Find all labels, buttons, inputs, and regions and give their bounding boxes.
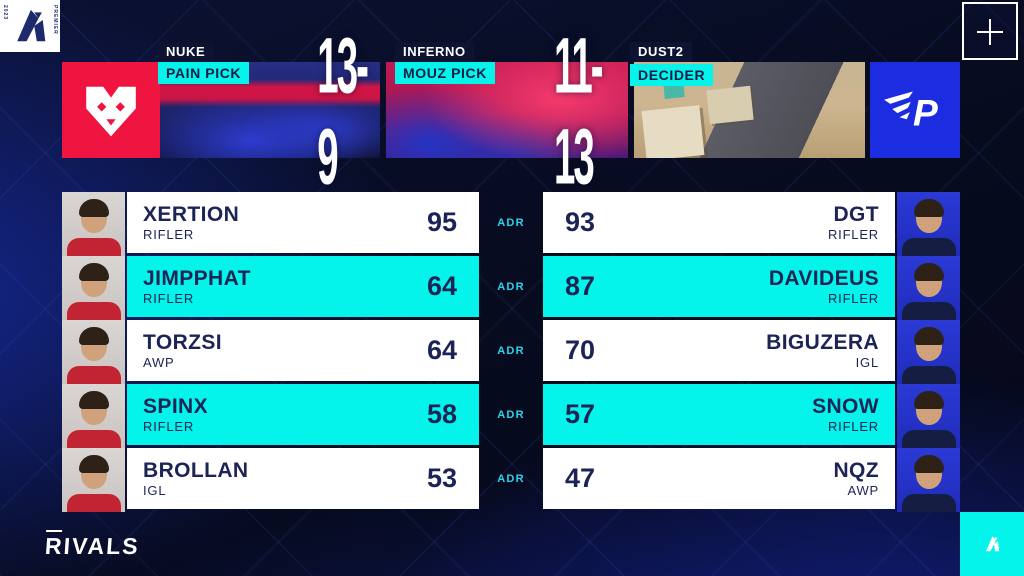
avatar [901,366,956,384]
player-row: XERTION RIFLER 95 [127,192,479,253]
player-role: RIFLER [827,290,879,306]
player-name: DAVIDEUS [768,266,879,290]
player-name: TORZSI [143,330,223,354]
player-name: JIMPPHAT [143,266,251,290]
player-row: SPINX RIFLER 58 [127,384,479,445]
plus-icon [989,19,991,45]
player-adr-value: 58 [426,399,457,429]
player-name: BIGUZERA [766,330,879,354]
player-adr-value: 47 [565,463,596,493]
player-name: BROLLAN [143,458,249,482]
player-adr-value: 70 [565,335,596,365]
player-adr-value: 93 [565,207,596,237]
player-role: AWP [847,482,879,498]
player-photo-right [897,320,960,384]
player-row: BROLLAN IGL 53 [127,448,479,509]
player-row: 87 DAVIDEUS RIFLER [543,256,895,317]
player-name: SNOW [812,394,879,418]
avatar [913,455,944,473]
pain-logo-icon: P [884,91,938,133]
player-row: 93 DGT RIFLER [543,192,895,253]
player-role: RIFLER [143,290,195,306]
avatar [78,327,109,345]
avatar [901,302,956,320]
dust2-building [706,85,754,125]
map-score-inferno: 11-13 [554,21,604,201]
player-photo-right [897,384,960,448]
add-button[interactable] [962,2,1018,60]
player-photo-left [62,320,125,384]
player-adr-value: 87 [565,271,596,301]
avatar [913,263,944,281]
event-logo: 2023 PREMIER [0,0,60,52]
player-photo-right [897,448,960,512]
player-photo-left [62,192,125,256]
corner-brand-box [960,512,1024,576]
metric-label: ADR [497,280,525,293]
player-row: 47 NQZ AWP [543,448,895,509]
avatar [901,494,956,512]
team-left-logo-box [62,62,160,158]
event-logo-year: 2023 [2,5,8,21]
avatar [913,391,944,409]
map-pick-tag-inferno: MOUZ PICK [395,62,495,84]
avatar [78,199,109,217]
player-row: 57 SNOW RIFLER [543,384,895,445]
avatar [66,494,121,512]
player-role: RIFLER [827,226,879,242]
blast-a-icon [17,9,46,42]
avatar [66,238,121,256]
blast-a-icon [986,536,1000,552]
player-name: XERTION [143,202,240,226]
map-pick-tag-dust2: DECIDER [630,64,714,86]
player-name: SPINX [143,394,209,418]
player-role: RIFLER [827,418,879,434]
avatar [901,430,956,448]
player-photo-left [62,256,125,320]
player-photo-right [897,256,960,320]
player-adr-value: 64 [426,335,457,365]
player-photo-left [62,384,125,448]
dust2-building [641,105,705,158]
player-adr-value: 57 [565,399,596,429]
avatar [78,391,109,409]
player-name: DGT [833,202,879,226]
map-pick-tag-nuke: PAIN PICK [158,62,250,84]
avatar [913,199,944,217]
avatar [78,263,109,281]
metric-label: ADR [497,408,525,421]
metric-label: ADR [497,344,525,357]
player-role: AWP [143,354,175,370]
player-role: IGL [855,354,879,370]
player-row: 70 BIGUZERA IGL [543,320,895,381]
team-right-logo-box: P [870,62,960,158]
map-name-tag-nuke: NUKE [158,42,214,62]
avatar [78,455,109,473]
avatar [901,238,956,256]
avatar [913,327,944,345]
player-role: IGL [143,482,167,498]
svg-text:P: P [913,91,938,133]
rivals-wordmark: RIVALS [44,533,141,559]
metric-label: ADR [497,472,525,485]
player-adr-value: 95 [426,207,457,237]
player-adr-value: 53 [426,463,457,493]
event-logo-label: PREMIER [52,5,58,35]
player-row: TORZSI AWP 64 [127,320,479,381]
map-score-nuke: 13-9 [317,21,369,201]
avatar [66,430,121,448]
avatar [66,366,121,384]
player-name: NQZ [833,458,879,482]
player-row: JIMPPHAT RIFLER 64 [127,256,479,317]
player-photo-right [897,192,960,256]
avatar [66,302,121,320]
player-adr-value: 64 [426,271,457,301]
player-photo-left [62,448,125,512]
mouz-logo-icon [86,86,136,137]
map-name-tag-dust2: DUST2 [630,42,692,62]
player-role: RIFLER [143,418,195,434]
map-name-tag-inferno: INFERNO [395,42,474,62]
metric-label: ADR [497,216,525,229]
player-role: RIFLER [143,226,195,242]
